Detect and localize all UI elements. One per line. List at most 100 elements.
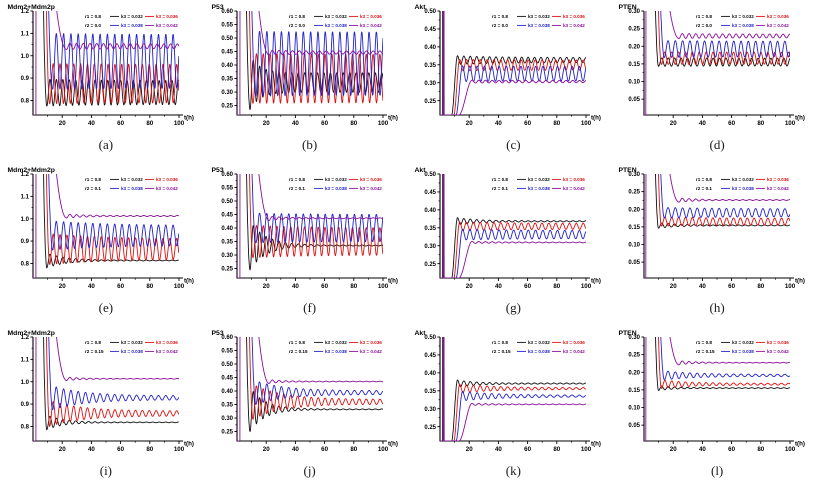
svg-text:100: 100 bbox=[377, 283, 388, 290]
svg-text:0.25: 0.25 bbox=[221, 267, 233, 273]
svg-text:100: 100 bbox=[785, 283, 796, 290]
svg-text:0.40: 0.40 bbox=[425, 45, 437, 51]
svg-text:0.10: 0.10 bbox=[628, 406, 640, 412]
svg-text:k3 = 0.036: k3 = 0.036 bbox=[360, 14, 382, 19]
svg-text:0.30: 0.30 bbox=[425, 81, 437, 87]
svg-text:k3 = 0.032: k3 = 0.032 bbox=[732, 340, 754, 345]
svg-text:0.50: 0.50 bbox=[425, 335, 437, 341]
svg-text:0.9: 0.9 bbox=[21, 402, 30, 408]
svg-text:PTEN: PTEN bbox=[619, 330, 637, 337]
svg-text:r2 = 0.15: r2 = 0.15 bbox=[696, 349, 715, 354]
svg-text:100: 100 bbox=[377, 120, 388, 127]
svg-text:0.50: 0.50 bbox=[221, 36, 233, 42]
svg-text:r2 = 0.0: r2 = 0.0 bbox=[492, 23, 508, 28]
subplot-caption-c: (c) bbox=[506, 137, 521, 152]
svg-text:0.30: 0.30 bbox=[221, 90, 233, 96]
svg-text:0.25: 0.25 bbox=[425, 262, 437, 268]
svg-text:80: 80 bbox=[350, 446, 357, 453]
svg-text:80: 80 bbox=[554, 120, 561, 127]
svg-text:r1 = 0.8: r1 = 0.8 bbox=[85, 14, 101, 19]
svg-text:0.45: 0.45 bbox=[425, 27, 437, 33]
svg-text:r1 = 0.8: r1 = 0.8 bbox=[289, 340, 305, 345]
subplot-h: 0.05 0.10 0.15 0.20 0.25 0.30 20 40 60 80 100 PTEN t… bbox=[615, 165, 819, 328]
svg-text:1.0: 1.0 bbox=[21, 217, 30, 223]
svg-text:1.0: 1.0 bbox=[21, 380, 30, 386]
chart-canvas-l: 0.05 0.10 0.15 0.20 0.25 0.30 20 40 60 80 100 PTEN t… bbox=[617, 328, 817, 462]
svg-text:t(h): t(h) bbox=[591, 441, 601, 448]
svg-text:0.20: 0.20 bbox=[628, 370, 640, 376]
svg-text:0.35: 0.35 bbox=[221, 240, 233, 246]
svg-text:t(h): t(h) bbox=[795, 278, 805, 285]
svg-text:k3 = 0.042: k3 = 0.042 bbox=[156, 349, 178, 354]
svg-text:60: 60 bbox=[117, 120, 124, 127]
subplot-caption-b: (b) bbox=[302, 137, 318, 152]
svg-text:20: 20 bbox=[262, 283, 269, 290]
chart-svg: 0.8 0.9 1.0 1.1 1.2 20 40 60 80 100 Mdm2+Mdm2p t(h)… bbox=[7, 167, 193, 290]
chart-svg: 0.25 0.30 0.35 0.40 0.45 0.50 0.55 0.60 20 40 60 80… bbox=[211, 330, 397, 453]
subplot-caption-l: (l) bbox=[710, 463, 724, 478]
svg-text:k3 = 0.032: k3 = 0.032 bbox=[528, 177, 550, 182]
svg-text:100: 100 bbox=[785, 120, 796, 127]
svg-text:k3 = 0.042: k3 = 0.042 bbox=[360, 23, 382, 28]
subplot-caption-g: (g) bbox=[505, 300, 521, 315]
subplot-b: 0.25 0.30 0.35 0.40 0.45 0.50 0.55 0.60 20 40 60 80… bbox=[208, 2, 412, 165]
svg-text:P53: P53 bbox=[211, 167, 223, 174]
svg-text:r1 = 0.8: r1 = 0.8 bbox=[492, 14, 508, 19]
svg-text:t(h): t(h) bbox=[388, 278, 398, 285]
svg-text:k3 = 0.036: k3 = 0.036 bbox=[767, 340, 789, 345]
svg-text:r1 = 0.8: r1 = 0.8 bbox=[696, 177, 712, 182]
svg-text:k3 = 0.032: k3 = 0.032 bbox=[732, 14, 754, 19]
chart-svg: 0.05 0.10 0.15 0.20 0.25 0.30 20 40 60 80 100 PTEN t… bbox=[619, 330, 805, 453]
chart-svg: 0.25 0.30 0.35 0.40 0.45 0.50 20 40 60 80 100 Akt t(… bbox=[415, 330, 601, 453]
svg-text:k3 = 0.038: k3 = 0.038 bbox=[528, 23, 550, 28]
svg-text:100: 100 bbox=[174, 283, 185, 290]
svg-text:t(h): t(h) bbox=[795, 441, 805, 448]
svg-text:k3 = 0.036: k3 = 0.036 bbox=[767, 177, 789, 182]
svg-text:80: 80 bbox=[146, 283, 153, 290]
svg-text:0.9: 0.9 bbox=[21, 239, 30, 245]
svg-text:k3 = 0.032: k3 = 0.032 bbox=[121, 14, 143, 19]
svg-text:40: 40 bbox=[495, 446, 502, 453]
svg-text:r2 = 0.1: r2 = 0.1 bbox=[696, 186, 712, 191]
chart-canvas-i: 0.8 0.9 1.0 1.1 1.2 20 40 60 80 100 Mdm2+Mdm2p t(h)… bbox=[6, 328, 206, 462]
svg-text:0.35: 0.35 bbox=[221, 77, 233, 83]
svg-text:20: 20 bbox=[466, 120, 473, 127]
svg-text:0.55: 0.55 bbox=[221, 349, 233, 355]
svg-text:100: 100 bbox=[377, 446, 388, 453]
svg-text:60: 60 bbox=[728, 283, 735, 290]
svg-text:0.05: 0.05 bbox=[628, 423, 640, 429]
svg-text:0.20: 0.20 bbox=[628, 44, 640, 50]
svg-text:0.8: 0.8 bbox=[21, 99, 30, 105]
svg-text:40: 40 bbox=[88, 283, 95, 290]
subplot-d: 0.05 0.10 0.15 0.20 0.25 0.30 20 40 60 80 100 PTEN t… bbox=[615, 2, 819, 165]
svg-text:k3 = 0.042: k3 = 0.042 bbox=[563, 349, 585, 354]
subplot-a: 0.8 0.9 1.0 1.1 1.2 20 40 60 80 100 Mdm2+Mdm2p t(h)… bbox=[4, 2, 208, 165]
svg-text:0.50: 0.50 bbox=[221, 362, 233, 368]
svg-text:r1 = 0.8: r1 = 0.8 bbox=[492, 177, 508, 182]
svg-text:40: 40 bbox=[292, 283, 299, 290]
svg-text:60: 60 bbox=[321, 283, 328, 290]
svg-text:40: 40 bbox=[88, 120, 95, 127]
svg-text:0.35: 0.35 bbox=[425, 389, 437, 395]
svg-text:1.2: 1.2 bbox=[21, 172, 30, 178]
svg-text:r1 = 0.8: r1 = 0.8 bbox=[696, 340, 712, 345]
svg-text:k3 = 0.036: k3 = 0.036 bbox=[563, 340, 585, 345]
svg-text:0.40: 0.40 bbox=[221, 63, 233, 69]
svg-text:0.05: 0.05 bbox=[628, 97, 640, 103]
svg-text:r2 = 0.1: r2 = 0.1 bbox=[289, 186, 305, 191]
svg-text:k3 = 0.036: k3 = 0.036 bbox=[563, 177, 585, 182]
svg-text:r1 = 0.8: r1 = 0.8 bbox=[85, 340, 101, 345]
svg-text:r2 = 0.1: r2 = 0.1 bbox=[492, 186, 508, 191]
svg-text:40: 40 bbox=[292, 446, 299, 453]
svg-text:PTEN: PTEN bbox=[619, 4, 637, 11]
svg-text:0.40: 0.40 bbox=[221, 226, 233, 232]
svg-text:100: 100 bbox=[785, 446, 796, 453]
chart-svg: 0.05 0.10 0.15 0.20 0.25 0.30 20 40 60 80 100 PTEN t… bbox=[619, 4, 805, 127]
svg-text:k3 = 0.038: k3 = 0.038 bbox=[121, 186, 143, 191]
svg-text:0.50: 0.50 bbox=[425, 9, 437, 15]
svg-text:0.30: 0.30 bbox=[628, 172, 640, 178]
chart-svg: 0.25 0.30 0.35 0.40 0.45 0.50 0.55 0.60 20 40 60 80… bbox=[211, 167, 398, 290]
subplot-caption-j: (j) bbox=[303, 463, 316, 478]
svg-text:k3 = 0.032: k3 = 0.032 bbox=[732, 177, 754, 182]
